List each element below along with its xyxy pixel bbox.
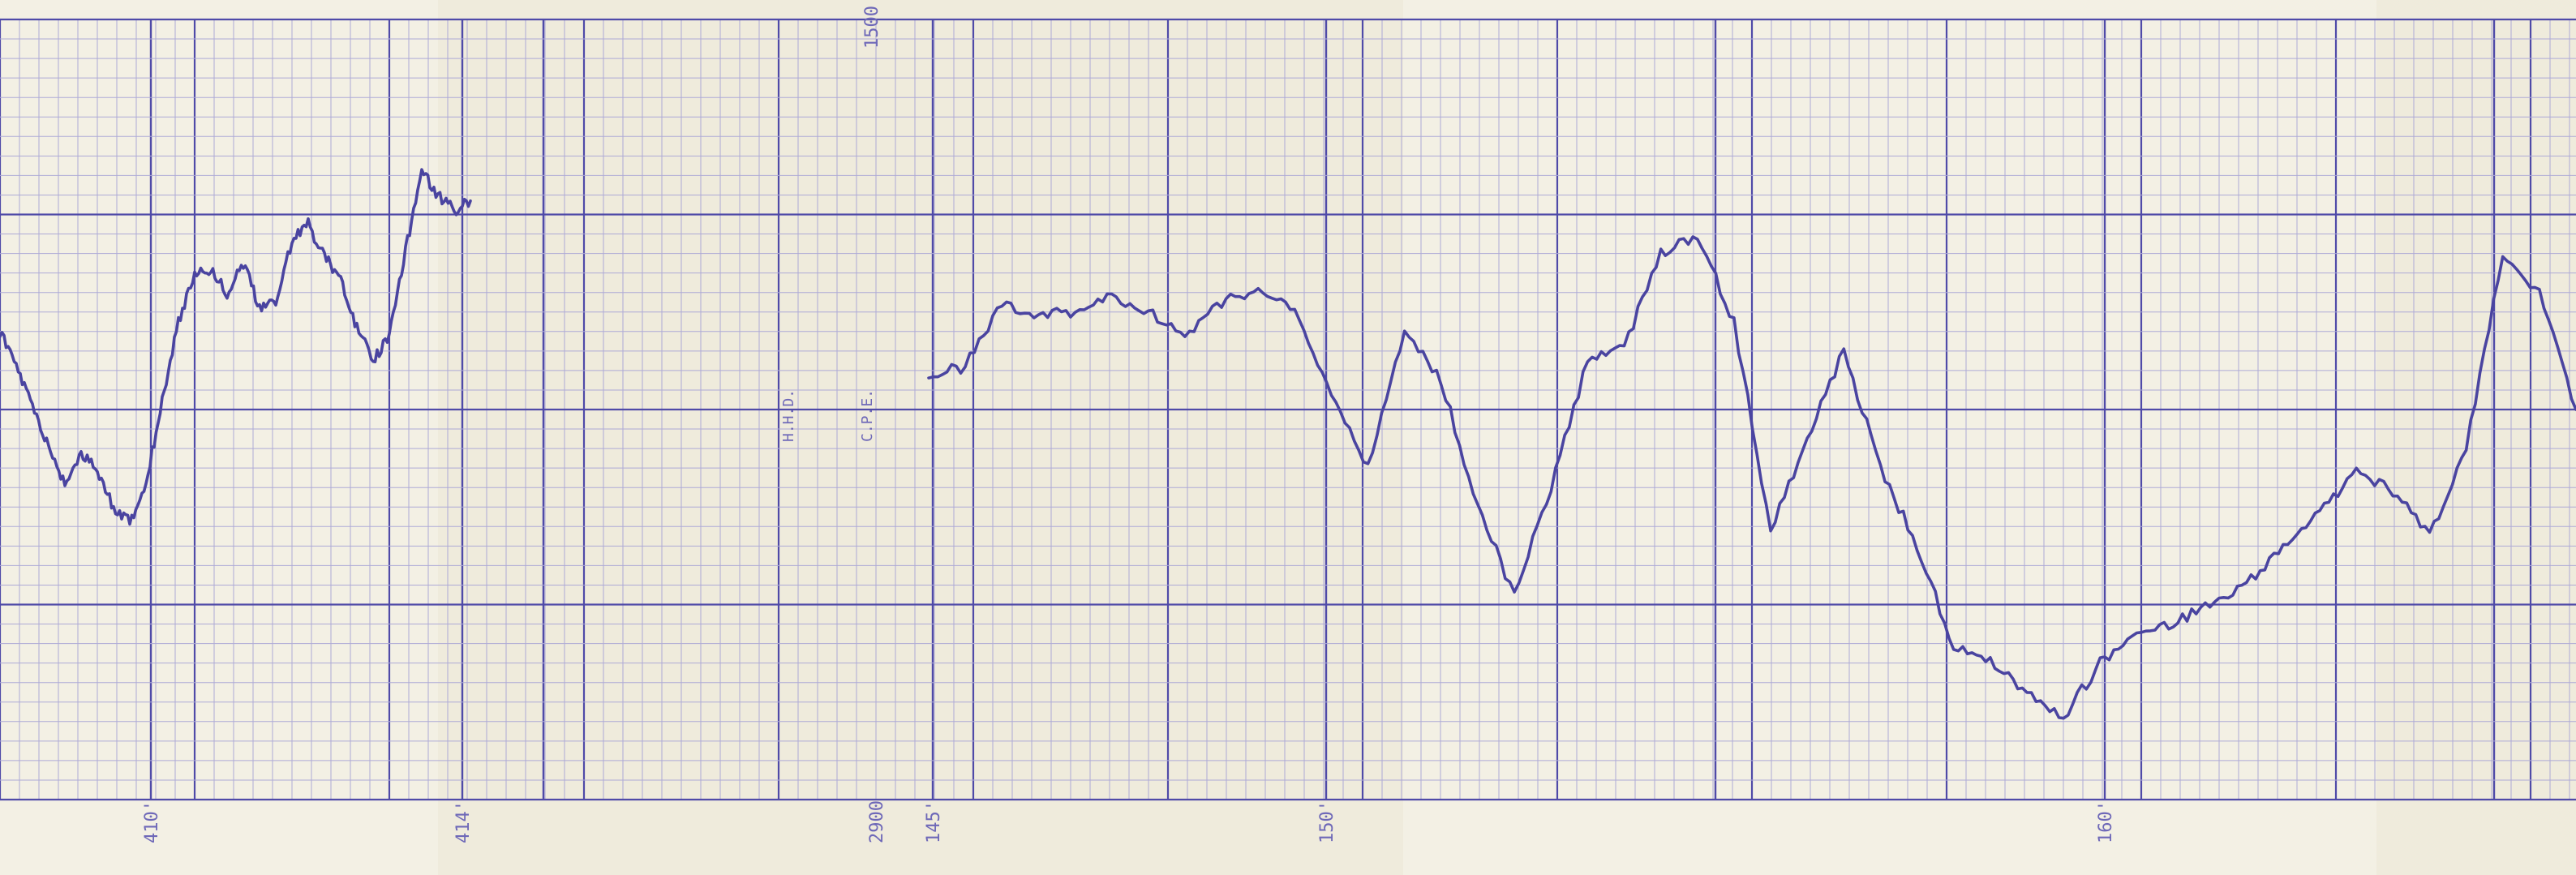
chart-labels: 410' 414' 2900 145' 150' 160' 1500 H.H.D. C.P.E. xyxy=(142,6,2116,843)
annotation-0: H.H.D. xyxy=(780,389,797,442)
tick-label-4: 150' xyxy=(1317,800,1337,843)
paper-fold xyxy=(438,0,1403,875)
trace-line-right xyxy=(927,235,2576,720)
trace-line-left xyxy=(0,168,472,526)
paper-fold xyxy=(2376,0,2576,875)
tick-label-5: 160' xyxy=(2096,800,2116,843)
tick-label-0: 410' xyxy=(142,800,162,843)
annotation-1: C.P.E. xyxy=(859,389,876,442)
trace-lines xyxy=(0,168,2576,720)
tick-label-1: 414' xyxy=(453,800,474,843)
tick-label-top-0: 1500 xyxy=(862,6,882,49)
tick-label-2: 2900 xyxy=(867,800,887,843)
tick-label-3: 145' xyxy=(924,800,944,843)
